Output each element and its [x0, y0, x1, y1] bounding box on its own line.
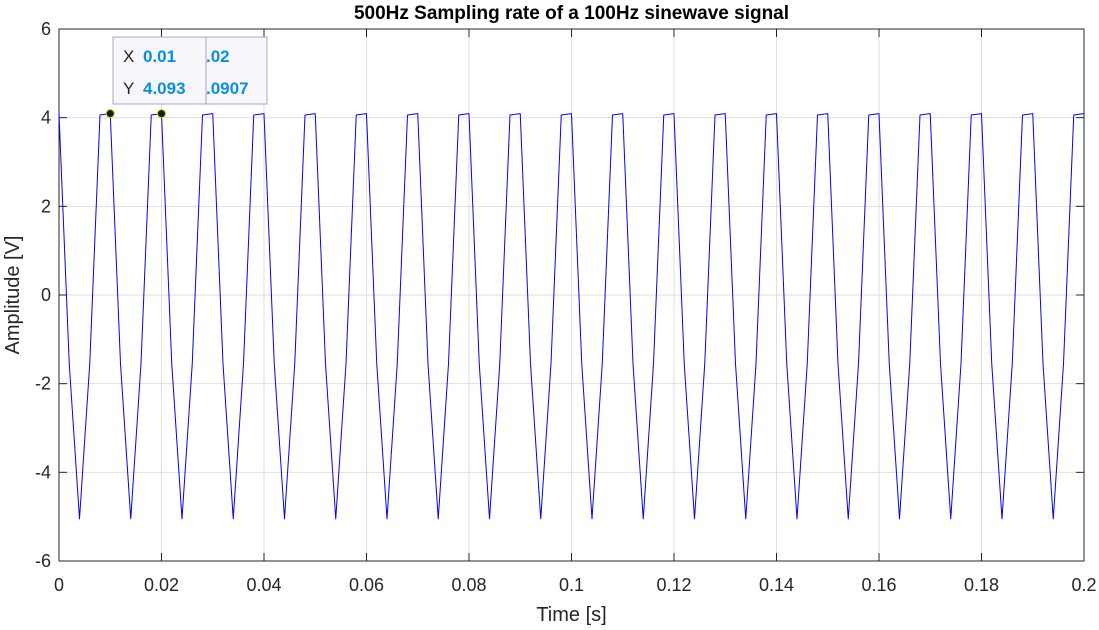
datatips-layer: .02 .0907 XY 0.01 4.093	[106, 37, 267, 118]
x-tick-label: 0.1	[559, 575, 584, 595]
x-tick-label: 0.04	[246, 575, 281, 595]
datatip-x-key: X	[123, 47, 134, 66]
datatip-y-value: .0907	[206, 79, 249, 98]
datatip-x-value: 0.01	[143, 47, 176, 66]
y-tick-label: 2	[41, 196, 51, 216]
y-tick-label: -2	[35, 374, 51, 394]
x-tick-label: 0	[54, 575, 64, 595]
x-tick-label: 0.14	[759, 575, 794, 595]
x-tick-label: 0.12	[656, 575, 691, 595]
x-tick-label: 0.18	[964, 575, 999, 595]
x-tick-label: 0.08	[451, 575, 486, 595]
y-axis-label: Amplitude [V]	[2, 236, 24, 355]
chart-title: 500Hz Sampling rate of a 100Hz sinewave …	[354, 3, 789, 24]
y-tick-label: 6	[41, 19, 51, 39]
y-tick-label: -6	[35, 551, 51, 571]
datatip-y-key: Y	[123, 79, 134, 98]
x-tick-label: 0.02	[144, 575, 179, 595]
datatip-y-value: 4.093	[143, 79, 186, 98]
x-tick-label: 0.06	[349, 575, 384, 595]
y-tick-label: 4	[41, 108, 51, 128]
datatip-x-value: .02	[206, 47, 230, 66]
grid-lines	[59, 29, 1084, 561]
x-tick-label: 0.16	[861, 575, 896, 595]
y-tick-label: 0	[41, 285, 51, 305]
datatip-marker[interactable]	[106, 110, 114, 118]
datatip-marker[interactable]	[158, 110, 166, 118]
x-axis-label: Time [s]	[536, 604, 606, 626]
x-tick-label: 0.2	[1071, 575, 1096, 595]
y-tick-label: -4	[35, 462, 51, 482]
